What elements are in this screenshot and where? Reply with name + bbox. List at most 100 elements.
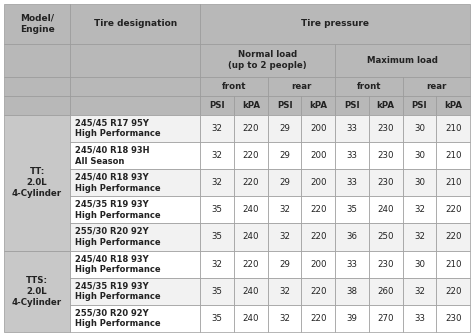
Bar: [369, 251, 402, 278]
Text: 240: 240: [243, 233, 259, 242]
Text: 220: 220: [243, 151, 259, 160]
Text: 210: 210: [445, 151, 461, 160]
Bar: [335, 96, 369, 115]
Bar: [70, 96, 201, 115]
Bar: [268, 96, 301, 115]
Text: 250: 250: [377, 233, 394, 242]
Text: 32: 32: [279, 287, 290, 296]
Bar: [335, 196, 369, 223]
Bar: [201, 305, 234, 332]
Bar: [301, 142, 335, 169]
Text: Tire designation: Tire designation: [94, 19, 177, 28]
Text: 29: 29: [279, 178, 290, 187]
Text: kPA: kPA: [444, 101, 462, 110]
Text: 35: 35: [346, 205, 357, 214]
Text: 32: 32: [211, 260, 223, 268]
Text: 240: 240: [243, 287, 259, 296]
Bar: [268, 196, 301, 223]
Text: 270: 270: [377, 314, 394, 323]
Text: 245/40 R18 93H
All Season: 245/40 R18 93H All Season: [75, 145, 150, 166]
Bar: [402, 305, 436, 332]
Bar: [70, 142, 201, 169]
Text: Maximum load: Maximum load: [367, 56, 438, 65]
Text: 32: 32: [211, 151, 223, 160]
Text: kPA: kPA: [377, 101, 395, 110]
Text: 220: 220: [243, 124, 259, 133]
Text: 220: 220: [445, 205, 461, 214]
Text: 35: 35: [211, 205, 223, 214]
Text: 39: 39: [346, 314, 357, 323]
Text: 33: 33: [346, 124, 357, 133]
Text: 230: 230: [445, 314, 461, 323]
Text: 220: 220: [310, 287, 327, 296]
Text: kPA: kPA: [242, 101, 260, 110]
Bar: [201, 77, 268, 96]
Bar: [335, 251, 369, 278]
Bar: [268, 115, 301, 142]
Bar: [335, 77, 402, 96]
Bar: [301, 251, 335, 278]
Bar: [70, 305, 201, 332]
Text: 220: 220: [445, 287, 461, 296]
Bar: [268, 142, 301, 169]
Bar: [436, 96, 470, 115]
Bar: [70, 196, 201, 223]
Text: 32: 32: [211, 178, 223, 187]
Text: 220: 220: [310, 233, 327, 242]
Text: 30: 30: [414, 260, 425, 268]
Bar: [4, 4, 70, 44]
Bar: [268, 169, 301, 196]
Bar: [201, 4, 470, 44]
Bar: [201, 142, 234, 169]
Text: front: front: [356, 82, 381, 91]
Bar: [201, 278, 234, 305]
Text: 245/35 R19 93Y
High Performance: 245/35 R19 93Y High Performance: [75, 281, 161, 301]
Text: rear: rear: [291, 82, 311, 91]
Text: 210: 210: [445, 178, 461, 187]
Bar: [4, 251, 70, 332]
Text: Normal load
(up to 2 people): Normal load (up to 2 people): [228, 50, 307, 71]
Text: 200: 200: [310, 124, 327, 133]
Text: 240: 240: [377, 205, 394, 214]
Bar: [201, 169, 234, 196]
Bar: [301, 223, 335, 251]
Text: front: front: [222, 82, 246, 91]
Bar: [234, 196, 268, 223]
Bar: [201, 44, 335, 77]
Bar: [369, 278, 402, 305]
Bar: [70, 169, 201, 196]
Text: 240: 240: [243, 314, 259, 323]
Bar: [268, 77, 335, 96]
Bar: [402, 223, 436, 251]
Bar: [4, 115, 70, 251]
Bar: [369, 305, 402, 332]
Bar: [369, 196, 402, 223]
Bar: [201, 115, 234, 142]
Text: 210: 210: [445, 124, 461, 133]
Bar: [369, 115, 402, 142]
Text: 32: 32: [279, 205, 290, 214]
Text: 35: 35: [211, 287, 223, 296]
Bar: [335, 142, 369, 169]
Bar: [436, 278, 470, 305]
Text: 200: 200: [310, 178, 327, 187]
Text: PSI: PSI: [277, 101, 292, 110]
Text: 32: 32: [211, 124, 223, 133]
Bar: [234, 278, 268, 305]
Text: 32: 32: [414, 287, 425, 296]
Text: 220: 220: [243, 178, 259, 187]
Text: 30: 30: [414, 178, 425, 187]
Text: kPA: kPA: [309, 101, 327, 110]
Bar: [369, 96, 402, 115]
Bar: [201, 223, 234, 251]
Bar: [234, 142, 268, 169]
Text: 32: 32: [414, 205, 425, 214]
Text: 220: 220: [310, 205, 327, 214]
Text: rear: rear: [426, 82, 447, 91]
Bar: [70, 44, 201, 77]
Bar: [369, 142, 402, 169]
Bar: [201, 196, 234, 223]
Bar: [201, 251, 234, 278]
Text: 260: 260: [377, 287, 394, 296]
Bar: [402, 77, 470, 96]
